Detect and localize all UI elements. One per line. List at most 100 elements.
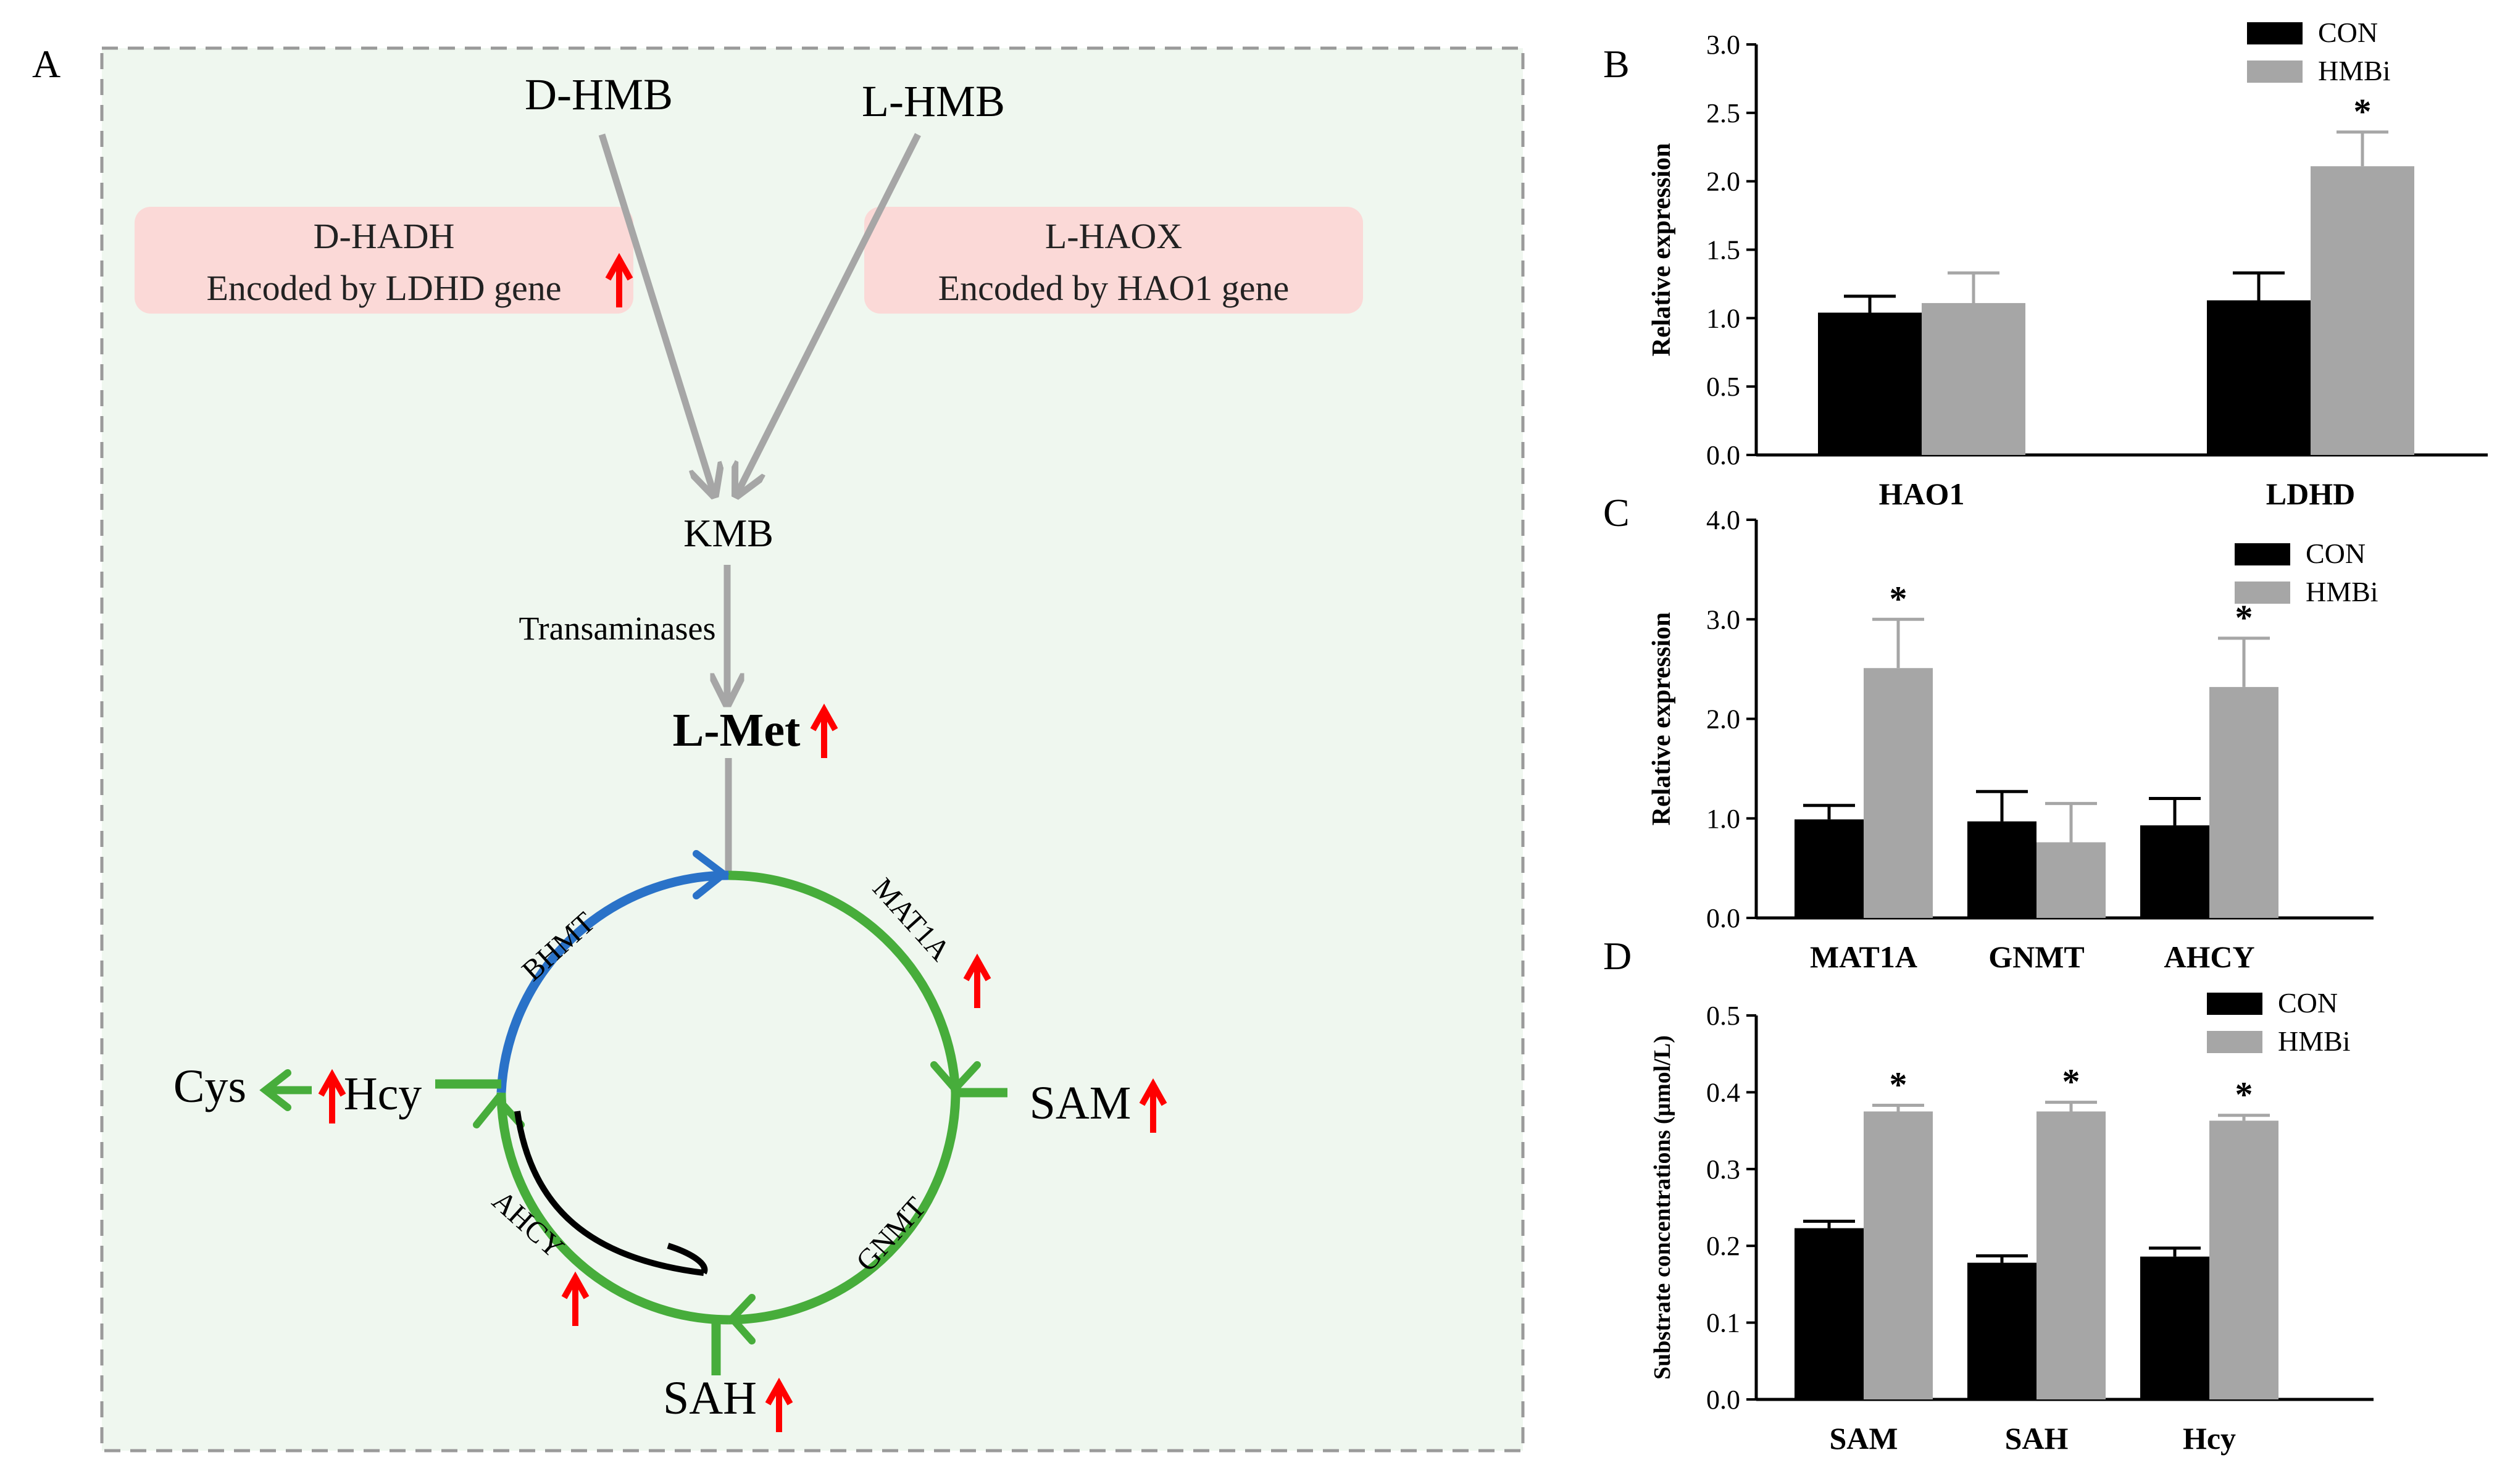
up-arrow-icon [605,252,633,307]
sah-label: SAH [663,1372,757,1424]
panel-a-pathway: A D-HADH Encoded by LDHD gene L-HAOX Enc… [32,42,1525,1453]
y-tick-label: 4.0 [1706,505,1740,535]
y-tick-label: 0.2 [1706,1231,1740,1261]
y-tick-label: 0.1 [1706,1308,1740,1338]
inhibition-arc [514,1111,704,1276]
category-label: SAM [1829,1421,1898,1456]
significance-mark: * [2062,1062,2080,1102]
ahcy-arc [496,1092,729,1325]
sam-arrowhead-icon [930,1061,981,1094]
category-label: SAH [2005,1421,2069,1456]
bar-con [1818,312,1922,455]
bar-hmbi [2209,1120,2278,1399]
significance-mark: * [1890,1065,1907,1105]
chart-c: 0.0 1.0 2.0 3.0 4.0 Relative expression * MAT1A… [1648,505,2378,974]
significance-mark: * [2235,598,2253,638]
l-hmb-label: L-HMB [862,77,1005,126]
legend-label: HMBi [2318,55,2391,86]
bar-hmbi [1922,302,2025,455]
bar-hmbi [1864,668,1933,918]
panel-a-label: A [32,42,60,86]
y-tick-label: 3.0 [1706,30,1740,60]
category-label: LDHD [2266,477,2355,511]
d-hadh-gene: Encoded by LDHD gene [207,268,562,308]
chart-b: 0.0 0.5 1.0 1.5 2.0 2.5 3.0 Relative expression… [1648,17,2488,511]
y-tick-label: 0.0 [1706,440,1740,470]
legend-swatch-hmbi [2247,60,2303,83]
up-arrow-icon [765,1377,793,1432]
significance-mark: * [2354,91,2372,131]
category-label: GNMT [1988,940,2085,974]
l-haox-box [864,207,1363,314]
sam-label: SAM [1030,1077,1132,1129]
bar-hmbi [2036,842,2106,918]
legend-swatch-hmbi [2235,582,2290,604]
mat1a-arc [728,870,961,1093]
up-arrow-icon [810,703,838,758]
y-tick-label: 0.0 [1706,1385,1740,1415]
category-label: AHCY [2164,940,2254,974]
legend-label: HMBi [2306,576,2378,607]
panel-b-label: B [1603,42,1630,86]
d-hadh-name: D-HADH [314,216,455,256]
legend-label: CON [2306,538,2366,569]
kmb-label: KMB [683,511,773,555]
l-met-label: L-Met [673,704,801,756]
upregulation-markers [318,252,1167,1432]
bar-hmbi [2036,1111,2106,1399]
l-haox-gene: Encoded by HAO1 gene [938,268,1290,308]
y-tick-label: 1.0 [1706,804,1740,834]
transaminases-label: Transaminases [519,610,716,647]
gnmt-arc [728,1092,961,1325]
bar-con [2140,1256,2209,1399]
y-tick-label: 0.0 [1706,903,1740,933]
category-label: MAT1A [1810,940,1917,974]
legend-label: HMBi [2278,1025,2351,1057]
up-arrow-icon [963,953,991,1008]
l-haox-name: L-HAOX [1045,216,1182,256]
cys-label: Cys [173,1061,246,1112]
bar-hmbi [2311,166,2414,455]
legend-swatch-con [2207,993,2262,1015]
up-arrow-icon [1139,1078,1167,1133]
bar-con [2140,825,2209,918]
legend-label: CON [2318,17,2378,48]
panel-c-label: C [1603,491,1630,535]
up-arrow-icon [561,1271,590,1326]
inhibition-hook [667,1243,708,1275]
y-tick-label: 1.5 [1706,235,1740,265]
legend-swatch-con [2235,543,2290,565]
hcy-arrowhead-icon [473,1093,525,1128]
bar-charts: B C D 0.0 0.5 1.0 1.5 2.0 2.5 3.0 Relative expr… [1603,17,2488,1456]
y-axis-label: Relative expression [1648,143,1676,357]
cys-arrowhead-icon [259,1069,291,1111]
legend-label: CON [2278,987,2338,1019]
y-tick-label: 0.4 [1706,1077,1740,1107]
bar-con [1795,1228,1864,1399]
bar-hmbi [2209,686,2278,918]
y-tick-label: 0.5 [1706,372,1740,402]
y-tick-label: 2.0 [1706,704,1740,735]
d-hmb-label: D-HMB [525,70,673,119]
l-hmb-to-kmb-arrow [736,133,921,495]
d-hmb-to-kmb-arrow [598,133,714,495]
sah-arrowhead-icon [727,1294,756,1344]
chart-d: 0.0 0.1 0.2 0.3 0.4 0.5 Substrate concentratio… [1649,987,2374,1456]
y-axis-label: Substrate concentrations (μmol/L) [1649,1035,1675,1380]
y-axis-label: Relative expression [1648,612,1676,826]
y-tick-label: 0.5 [1706,1001,1740,1031]
category-label: Hcy [2183,1421,2236,1456]
up-arrow-icon [318,1069,346,1123]
y-tick-label: 2.0 [1706,167,1740,197]
legend-swatch-con [2247,22,2303,44]
bar-con [1795,819,1864,918]
significance-mark: * [1890,578,1907,619]
y-tick-label: 2.5 [1706,98,1740,128]
hcy-label: Hcy [344,1068,422,1120]
y-tick-label: 0.3 [1706,1154,1740,1185]
bar-con [1967,1262,2036,1399]
panel-d-label: D [1603,934,1632,978]
bar-con [2207,300,2311,455]
category-label: HAO1 [1879,477,1965,511]
